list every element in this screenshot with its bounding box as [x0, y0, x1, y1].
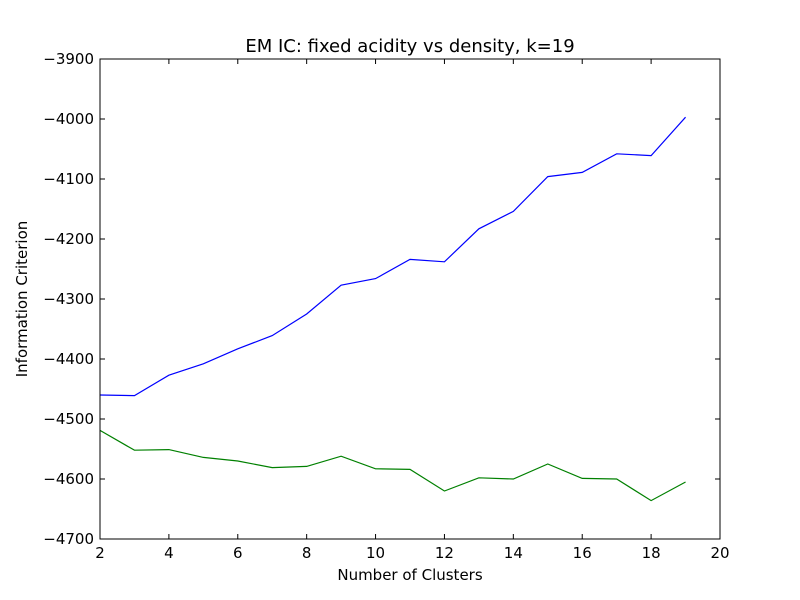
plot-frame [99, 58, 721, 540]
x-tick-label: 10 [366, 544, 385, 562]
y-axis-label: Information Criterion [13, 221, 31, 378]
y-tick-label: −3900 [43, 50, 94, 68]
x-tick-label: 8 [302, 544, 312, 562]
y-tick-label: −4000 [43, 110, 94, 128]
ticks-layer: 2 4 6 8 10 12 14 16 18 20 −3900 −4000 −4100 −4200 −430… [43, 50, 729, 562]
series-2-line [99, 429, 686, 502]
x-axis-label: Number of Clusters [337, 566, 482, 584]
series-layer [99, 116, 687, 502]
x-tick-label: 16 [573, 544, 592, 562]
x-tick-label: 4 [164, 544, 174, 562]
y-tick-label: −4700 [43, 530, 94, 548]
y-tick-label: −4400 [43, 350, 94, 368]
x-tick-label: 14 [504, 544, 523, 562]
series-1-line [99, 116, 687, 397]
x-tick-label: 6 [233, 544, 243, 562]
x-tick-label: 12 [435, 544, 454, 562]
y-tick-label: −4100 [43, 170, 94, 188]
y-tick-label: −4300 [43, 290, 94, 308]
chart-title: EM IC: fixed acidity vs density, k=19 [245, 36, 574, 57]
x-tick-label: 20 [710, 544, 729, 562]
y-tick-label: −4200 [43, 230, 94, 248]
x-tick-label: 18 [642, 544, 661, 562]
x-tick-label: 2 [95, 544, 105, 562]
y-tick-label: −4600 [43, 470, 94, 488]
y-tick-label: −4500 [43, 410, 94, 428]
